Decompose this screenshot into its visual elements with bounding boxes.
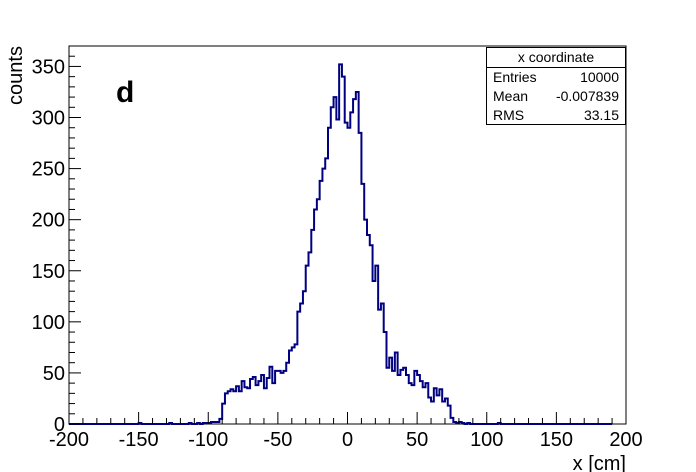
x-tick-label: -50 xyxy=(263,429,292,451)
y-tick-label: 50 xyxy=(43,363,65,385)
stats-label-entries: Entries xyxy=(493,69,537,85)
stats-value-rms: 33.15 xyxy=(583,107,619,123)
x-tick-label: 50 xyxy=(406,429,428,451)
stats-box: x coordinate Entries 10000 Mean -0.00783… xyxy=(486,47,626,125)
y-tick-label: 250 xyxy=(32,159,65,181)
y-tick-label: 0 xyxy=(54,414,65,436)
y-tick-label: 200 xyxy=(32,210,65,232)
stats-row-rms: RMS 33.15 xyxy=(487,106,625,125)
stats-label-mean: Mean xyxy=(493,88,529,104)
stats-row-entries: Entries 10000 xyxy=(487,68,625,87)
stats-label-rms: RMS xyxy=(493,107,525,123)
x-tick-label: 100 xyxy=(470,429,503,451)
stats-row-mean: Mean -0.007839 xyxy=(487,87,625,106)
y-axis-label: counts xyxy=(5,46,27,105)
stats-title: x coordinate xyxy=(487,48,625,68)
histogram-series-line xyxy=(69,63,613,425)
y-tick-label: 100 xyxy=(32,312,65,334)
stats-value-entries: 10000 xyxy=(580,69,619,85)
x-tick-label: 200 xyxy=(609,429,642,451)
x-tick-label: 0 xyxy=(342,429,353,451)
stats-value-mean: -0.007839 xyxy=(555,88,619,104)
y-tick-label: 150 xyxy=(32,261,65,283)
y-tick-label: 300 xyxy=(32,108,65,130)
x-tick-label: -150 xyxy=(119,429,159,451)
panel-label: d xyxy=(116,76,135,109)
x-tick-label: -100 xyxy=(188,429,228,451)
x-axis-label: x [cm] xyxy=(573,453,626,472)
x-tick-label: 150 xyxy=(540,429,573,451)
x-tick-label: -200 xyxy=(49,429,89,451)
y-tick-label: 350 xyxy=(32,56,65,78)
